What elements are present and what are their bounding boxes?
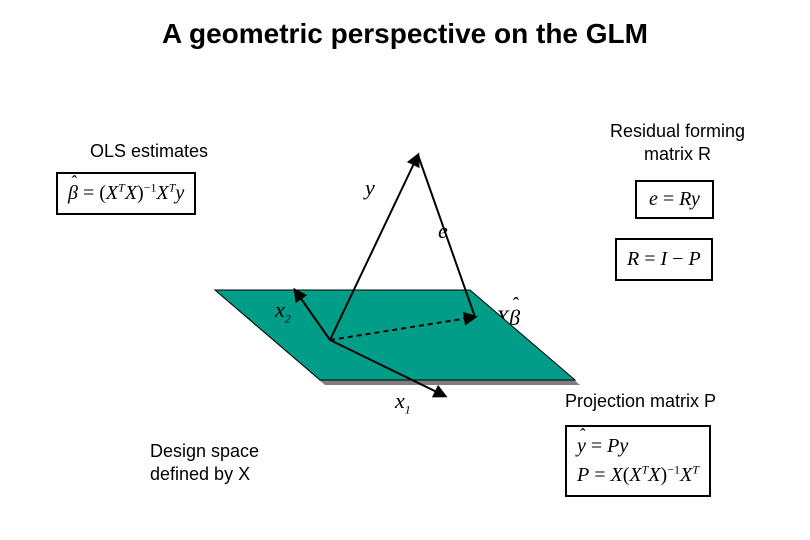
geometric-diagram (0, 0, 810, 540)
design-plane (215, 290, 575, 380)
e-label: e (438, 218, 448, 244)
y-label: y (365, 175, 375, 201)
x2-label: x2 (275, 297, 291, 323)
x1-label: x1 (395, 388, 411, 414)
